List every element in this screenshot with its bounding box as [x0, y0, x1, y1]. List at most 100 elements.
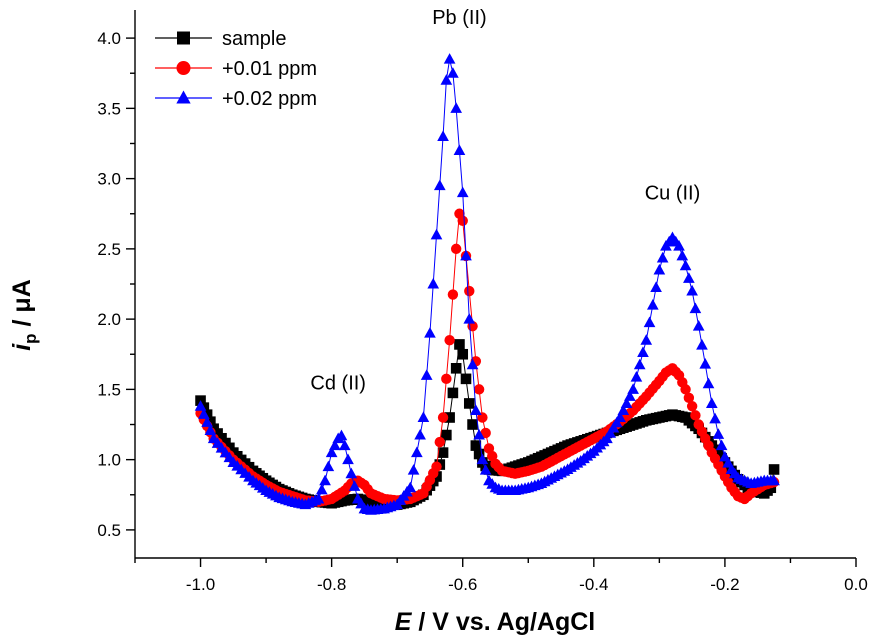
- data-point-3: [686, 284, 698, 296]
- x-tick-label: -0.2: [710, 575, 739, 594]
- data-point-2: [447, 289, 459, 300]
- data-point-1: [768, 464, 780, 475]
- data-point-3: [345, 467, 358, 479]
- data-point-2: [450, 243, 462, 255]
- data-point-3: [322, 460, 335, 472]
- data-point-3: [620, 397, 633, 408]
- data-point-3: [673, 239, 685, 251]
- data-point-2: [480, 427, 491, 439]
- data-point-3: [696, 339, 708, 350]
- data-point-1: [450, 363, 462, 374]
- data-point-1: [454, 339, 465, 350]
- y-tick-label: 0.5: [97, 521, 121, 540]
- data-point-3: [768, 474, 780, 486]
- data-point-3: [450, 102, 463, 113]
- data-point-3: [640, 334, 653, 345]
- data-point-3: [699, 357, 712, 369]
- data-point-3: [617, 404, 630, 415]
- legend-entry-1: sample: [155, 28, 286, 50]
- data-point-2: [686, 401, 698, 412]
- y-tick-label: 2.0: [97, 310, 121, 329]
- data-point-3: [342, 453, 354, 465]
- data-point-3: [473, 428, 485, 440]
- y-axis-title-suffix: / μA: [8, 279, 36, 333]
- data-point-1: [467, 419, 478, 430]
- data-point-3: [463, 313, 476, 324]
- data-point-3: [329, 439, 341, 451]
- data-point-3: [414, 428, 426, 440]
- data-point-1: [463, 398, 475, 409]
- x-tick-label: -0.8: [317, 575, 346, 594]
- data-point-3: [407, 464, 420, 475]
- data-point-3: [715, 439, 728, 451]
- legend-label: +0.02 ppm: [222, 88, 317, 110]
- data-point-3: [633, 358, 646, 370]
- x-ticks: -1.0 -0.8 -0.6 -0.4 -0.2 0.0: [134, 558, 868, 594]
- data-point-3: [312, 492, 325, 504]
- data-point-3: [201, 416, 213, 427]
- legend: sample +0.01 ppm +0.02 ppm: [155, 28, 317, 110]
- data-point-3: [348, 480, 361, 491]
- data-point-3: [624, 390, 636, 401]
- data-point-3: [315, 483, 328, 495]
- y-axis-title-subscript: p: [21, 333, 40, 343]
- data-point-1: [437, 447, 449, 458]
- data-point-3: [627, 383, 639, 394]
- y-axis-title-prefix: i: [8, 343, 36, 351]
- x-axis-title-suffix: / V vs. Ag/AgCl: [411, 608, 595, 636]
- data-point-1: [441, 429, 452, 441]
- data-point-3: [676, 249, 689, 261]
- data-point-3: [319, 474, 331, 486]
- data-point-3: [437, 130, 449, 141]
- data-point-2: [437, 412, 449, 423]
- x-tick-label: -0.6: [448, 575, 477, 594]
- y-ticks: 0.5 1.0 1.5 2.0 2.5 3.0 3.5 4.0: [97, 29, 135, 540]
- data-point-2: [444, 335, 455, 346]
- data-point-3: [453, 144, 466, 156]
- peak-label: Pb (II): [432, 7, 486, 29]
- legend-marker: [176, 61, 191, 75]
- data-point-3: [417, 411, 430, 422]
- data-point-2: [434, 436, 445, 448]
- data-point-3: [466, 358, 479, 370]
- data-point-3: [420, 369, 433, 380]
- y-tick-label: 1.0: [97, 451, 121, 470]
- data-point-3: [637, 346, 649, 358]
- data-point-3: [709, 412, 721, 424]
- legend-entry-2: +0.01 ppm: [155, 58, 317, 80]
- data-point-2: [464, 285, 475, 297]
- legend-entry-3: +0.02 ppm: [155, 88, 317, 110]
- data-point-3: [447, 67, 459, 78]
- data-point-3: [411, 446, 423, 458]
- data-point-3: [460, 249, 472, 261]
- data-point-3: [643, 316, 656, 328]
- data-point-3: [683, 272, 695, 283]
- data-point-3: [630, 370, 643, 382]
- data-point-3: [646, 298, 659, 310]
- y-tick-label: 3.5: [97, 99, 121, 118]
- legend-marker: [177, 31, 190, 45]
- y-axis-title: ip / μA: [8, 279, 40, 351]
- x-tick-label: -0.4: [579, 575, 608, 594]
- data-point-1: [447, 387, 459, 399]
- data-point-3: [656, 251, 669, 263]
- legend-label: +0.01 ppm: [222, 58, 317, 80]
- data-point-3: [689, 302, 702, 314]
- data-point-3: [325, 446, 338, 458]
- data-point-2: [431, 461, 442, 472]
- data-point-3: [194, 400, 207, 411]
- x-tick-label: -1.0: [186, 575, 215, 594]
- data-point-3: [404, 481, 417, 493]
- data-point-3: [456, 186, 469, 198]
- data-point-3: [679, 259, 692, 271]
- data-point-2: [457, 215, 468, 226]
- x-axis-title: E / V vs. Ag/AgCl: [395, 608, 596, 636]
- data-point-3: [479, 464, 492, 475]
- data-point-3: [433, 179, 446, 191]
- data-point-2: [683, 392, 695, 404]
- series-triangle-group: [194, 53, 780, 515]
- peak-label: Cd (II): [310, 372, 366, 394]
- data-point-3: [338, 439, 351, 451]
